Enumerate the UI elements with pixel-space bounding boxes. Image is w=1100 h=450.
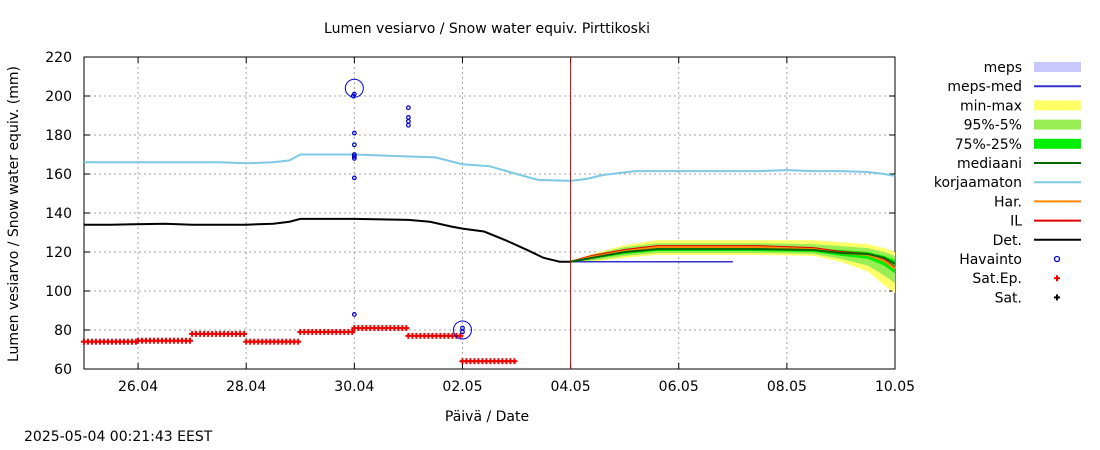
chart-title: Lumen vesiarvo / Snow water equiv. Pirtt… — [324, 21, 650, 37]
plot-area: 60 80 100 120 140 160 180 200 220 26.04 28.04 30.04… — [45, 50, 915, 395]
sat-ep-segment — [297, 328, 356, 335]
x-tick-label: 02.05 — [442, 379, 482, 395]
y-tick-label: 180 — [45, 128, 72, 144]
legend-swatch — [1034, 119, 1081, 130]
sat-ep-segment — [351, 325, 410, 332]
havainto-point — [351, 175, 357, 181]
x-tick-label: 04.05 — [551, 379, 591, 395]
sat-ep-segment — [459, 358, 518, 365]
legend-label: korjaamaton — [934, 175, 1022, 191]
x-tick-label: 08.05 — [767, 379, 807, 395]
series-mediaani — [570, 248, 896, 265]
legend-label: 75%-25% — [955, 137, 1022, 153]
legend-item-korjaamaton: korjaamaton — [934, 175, 1081, 191]
legend-item-min-max: min-max — [960, 98, 1081, 114]
havainto-point — [351, 154, 357, 159]
legend-label: mediaani — [957, 156, 1022, 172]
legend-item-il: IL — [1010, 214, 1081, 230]
havainto-point — [406, 105, 411, 111]
x-tick-label: 06.05 — [659, 379, 699, 395]
legend-label: 95%-5% — [964, 118, 1022, 134]
timestamp: 2025-05-04 00:21:43 EEST — [24, 429, 213, 445]
x-tick-label: 10.05 — [875, 379, 915, 395]
havainto-point — [460, 329, 465, 335]
havainto-point — [406, 115, 411, 120]
y-tick-label: 160 — [45, 167, 72, 183]
legend-item-mediaani: mediaani — [957, 156, 1081, 172]
legend-label: meps-med — [947, 79, 1022, 95]
series-det — [84, 217, 571, 263]
sat-ep-segment — [135, 337, 194, 344]
havainto-point — [452, 320, 472, 340]
legend-item-sat: Sat. — [995, 290, 1060, 306]
x-axis-label: Päivä / Date — [445, 409, 529, 425]
legend-label: meps — [984, 60, 1022, 76]
legend-label: Har. — [994, 194, 1022, 210]
legend-label: Sat. — [995, 290, 1022, 306]
legend: meps meps-med min-max 95%-5% 75%-25% mediaani… — [934, 60, 1081, 306]
legend-item-havainto: Havainto — [959, 252, 1061, 268]
sat-ep-segment — [81, 338, 139, 345]
y-axis-label: Lumen vesiarvo / Snow water equiv. (mm) — [6, 66, 22, 362]
legend-item-75-25: 75%-25% — [955, 137, 1081, 153]
y-tick-label: 80 — [54, 323, 72, 339]
legend-item-meps-med: meps-med — [947, 79, 1081, 95]
sat-ep-segment — [243, 338, 302, 345]
x-tick-label: 30.04 — [334, 379, 374, 395]
y-tick-label: 200 — [45, 89, 72, 105]
legend-swatch — [1034, 100, 1081, 111]
havainto-point — [406, 122, 411, 128]
x-tick-label: 28.04 — [226, 379, 266, 395]
legend-swatch — [1053, 255, 1061, 263]
legend-item-det: Det. — [993, 233, 1081, 249]
x-tick-label: 26.04 — [118, 379, 158, 395]
sat-ep-segment — [189, 330, 248, 337]
legend-item-meps: meps — [984, 60, 1081, 76]
legend-swatch — [1034, 62, 1081, 72]
legend-label: Det. — [993, 233, 1022, 249]
havainto-point — [406, 118, 411, 124]
legend-label: min-max — [960, 98, 1022, 114]
y-tick-label: 60 — [54, 362, 72, 378]
band-95-5 — [570, 243, 895, 284]
legend-label: IL — [1010, 214, 1022, 230]
havainto-point — [351, 142, 357, 148]
havainto-point — [351, 130, 357, 136]
y-tick-label: 220 — [45, 50, 72, 66]
y-tick-label: 120 — [45, 245, 72, 261]
y-tick-label: 100 — [45, 284, 72, 300]
legend-item-sat-ep: Sat.Ep. — [972, 271, 1060, 287]
y-tick-label: 140 — [45, 206, 72, 222]
havainto-point — [351, 312, 357, 317]
legend-swatch — [1034, 138, 1081, 149]
havainto-point — [350, 93, 356, 99]
legend-label: Sat.Ep. — [972, 271, 1022, 287]
legend-item-har: Har. — [994, 194, 1081, 210]
legend-item-95-5: 95%-5% — [964, 118, 1081, 134]
legend-label: Havainto — [959, 252, 1022, 268]
series-korjaamaton — [84, 153, 896, 182]
havainto-point — [351, 155, 357, 161]
sat-ep-segment — [405, 332, 464, 339]
